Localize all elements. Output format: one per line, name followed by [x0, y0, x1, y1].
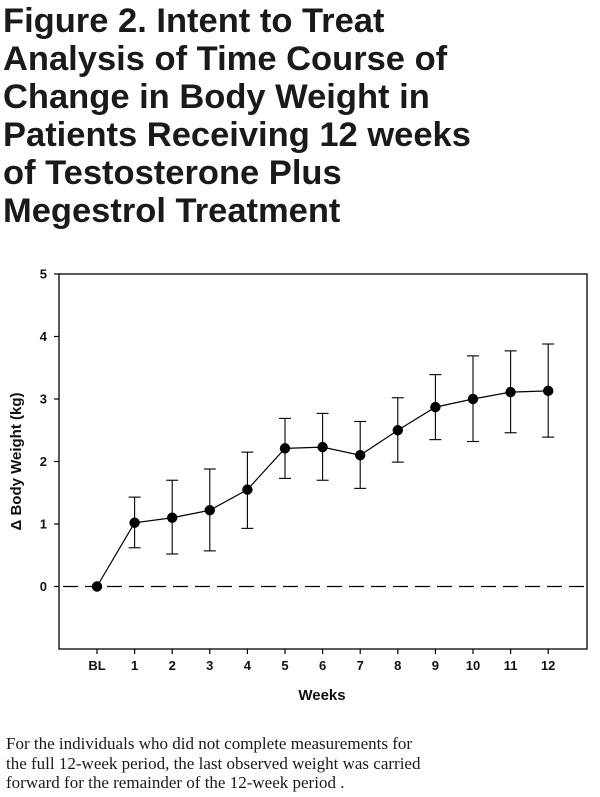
- x-tick-label: 3: [206, 658, 213, 673]
- x-tick-label: 10: [466, 658, 480, 673]
- data-point: [317, 441, 328, 453]
- data-point: [392, 425, 403, 436]
- y-tick-label: 3: [40, 392, 47, 407]
- y-tick-label: 4: [40, 329, 48, 344]
- data-point: [430, 401, 441, 413]
- data-point: [129, 517, 140, 528]
- y-tick-label: 2: [40, 454, 47, 469]
- data-point: [279, 443, 291, 454]
- x-tick-label: 9: [432, 658, 439, 673]
- x-tick-label: 8: [394, 658, 401, 673]
- x-tick-label: 5: [281, 658, 288, 673]
- footnote-line: forward for the remainder of the 12-week…: [6, 773, 345, 792]
- x-tick-label: 6: [319, 658, 326, 673]
- data-point: [355, 450, 366, 461]
- title-line: of Testosterone Plus: [3, 154, 342, 192]
- title-line: Figure 2. Intent to Treat: [3, 2, 385, 40]
- data-point: [91, 581, 103, 592]
- title-line: Change in Body Weight in: [3, 78, 430, 116]
- x-tick-label: 2: [169, 658, 176, 673]
- footnote: For the individuals who did not complete…: [6, 734, 596, 793]
- data-point: [467, 393, 479, 405]
- x-tick-label: 12: [541, 658, 555, 673]
- y-tick-label: 1: [40, 517, 47, 532]
- y-tick-label: 0: [40, 579, 47, 594]
- y-axis: 0 1 2 3 4 5: [40, 267, 59, 594]
- title-line: Analysis of Time Course of: [3, 40, 448, 78]
- x-tick-label: 11: [504, 658, 518, 673]
- y-axis-label: Δ Body Weight (kg): [8, 392, 25, 530]
- x-tick-label: 1: [131, 658, 138, 673]
- footnote-line: For the individuals who did not complete…: [6, 734, 413, 753]
- x-axis-label: Weeks: [298, 687, 345, 704]
- data-point: [505, 386, 516, 398]
- x-tick-label: 7: [357, 658, 364, 673]
- x-tick-label: 4: [244, 658, 252, 673]
- x-tick-label: BL: [88, 658, 105, 673]
- y-tick-label: 5: [40, 267, 47, 282]
- weight-change-series: [91, 343, 555, 592]
- title-line: Patients Receiving 12 weeks: [3, 116, 471, 154]
- x-axis: BL 1 2 3 4 5 6 7 8 9 10 11 12: [88, 649, 555, 673]
- footnote-line: the full 12-week period, the last observ…: [6, 753, 421, 773]
- data-point: [242, 484, 253, 495]
- data-point: [543, 385, 554, 397]
- data-point: [204, 505, 215, 516]
- data-point: [167, 512, 178, 523]
- chart-title: Figure 2. Intent to Treat Analysis of Ti…: [3, 2, 593, 230]
- title-line: Megestrol Treatment: [3, 192, 341, 230]
